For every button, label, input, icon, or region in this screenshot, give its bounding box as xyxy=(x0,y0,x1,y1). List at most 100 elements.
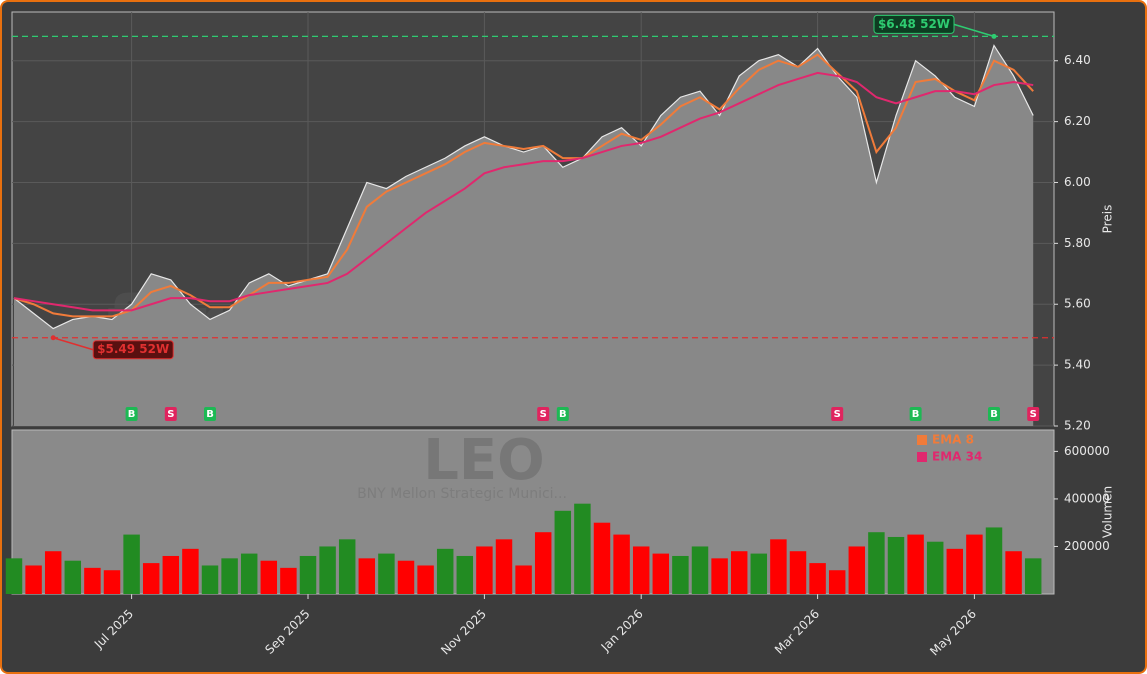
symbol-watermark: LEO xyxy=(423,428,545,493)
legend-label: EMA 8 xyxy=(932,433,974,447)
x-tick-label: Jul 2025 xyxy=(91,607,136,652)
volume-bar xyxy=(456,555,474,594)
legend-swatch xyxy=(917,452,927,462)
legend-label: EMA 34 xyxy=(932,450,982,464)
signal-label: B xyxy=(990,409,998,420)
volume-bar xyxy=(280,567,297,594)
legend-swatch xyxy=(917,435,927,445)
y-tick-label: 600000 xyxy=(1064,444,1110,458)
signal-label: B xyxy=(912,409,920,420)
volume-bar xyxy=(299,555,317,594)
volume-bar xyxy=(730,551,748,594)
level-point xyxy=(991,33,997,39)
signal-box xyxy=(537,407,550,421)
volume-bar xyxy=(260,560,278,594)
volume-bar xyxy=(25,565,42,594)
volume-bar xyxy=(515,565,532,594)
volume-bar xyxy=(809,563,826,594)
company-watermark: BNY Mellon Strategic Munici... xyxy=(357,486,567,502)
volume-bar xyxy=(221,558,238,594)
level-arrow xyxy=(52,337,94,351)
signal-box xyxy=(204,407,216,421)
volume-bar xyxy=(142,563,160,594)
volume-bar xyxy=(848,546,866,594)
signal-box xyxy=(831,407,844,421)
y-axis-label: Volumen xyxy=(1101,486,1115,538)
volume-bar xyxy=(358,558,376,594)
volume-bar xyxy=(828,570,846,594)
level-point xyxy=(50,335,56,341)
price-line xyxy=(13,44,1034,330)
y-tick-label: 5.20 xyxy=(1064,419,1091,433)
volume-bar xyxy=(691,546,709,594)
volume-bar xyxy=(534,532,552,594)
level-label-box xyxy=(873,14,955,34)
volume-bar xyxy=(652,553,670,594)
volume-bar xyxy=(44,551,62,594)
volume-bar xyxy=(966,534,983,594)
y-tick-label: 200000 xyxy=(1064,539,1110,553)
volume-bar xyxy=(476,546,493,594)
volume-bar xyxy=(103,570,121,594)
signal-box xyxy=(125,407,138,421)
signal-label: S xyxy=(834,409,841,420)
volume-bar xyxy=(574,503,591,594)
volume-bar xyxy=(926,541,944,594)
y-tick-label: 5.80 xyxy=(1064,236,1091,250)
signal-label: B xyxy=(206,409,214,420)
y-tick-label: 5.40 xyxy=(1064,358,1091,372)
ema-line xyxy=(13,71,1034,312)
volume-bar xyxy=(64,560,82,594)
volume-bar xyxy=(397,560,415,594)
volume-bar xyxy=(711,558,728,594)
volume-bar xyxy=(770,539,787,594)
volume-bar xyxy=(319,546,336,594)
ema-line xyxy=(13,53,1034,318)
y-tick-label: 6.40 xyxy=(1064,53,1091,67)
signal-label: S xyxy=(540,409,547,420)
volume-bar xyxy=(338,539,356,594)
volume-bar xyxy=(201,565,219,594)
volume-bar xyxy=(123,534,140,594)
volume-bar xyxy=(946,548,964,594)
y-tick-label: 6.00 xyxy=(1064,175,1091,189)
signal-label: S xyxy=(1030,409,1037,420)
signal-label: B xyxy=(559,409,567,420)
volume-bar xyxy=(887,536,905,594)
signal-box xyxy=(988,407,1000,421)
volume-bar xyxy=(495,539,513,594)
volume-bar xyxy=(162,555,180,594)
volume-bar xyxy=(554,510,572,594)
x-tick-label: Nov 2025 xyxy=(438,607,489,658)
y-axis-label: Preis xyxy=(1101,205,1115,234)
price-area xyxy=(14,45,1034,427)
signal-label: S xyxy=(167,409,174,420)
volume-bar xyxy=(1005,551,1022,594)
level-label-box xyxy=(92,340,174,360)
volume-bar xyxy=(378,553,395,594)
level-label: $6.48 52W xyxy=(878,17,950,31)
signal-box xyxy=(1027,407,1040,421)
volume-bar xyxy=(868,532,885,594)
volume-bar xyxy=(672,555,689,594)
volume-bar xyxy=(417,565,434,594)
volume-bar xyxy=(1024,558,1042,594)
volume-bar xyxy=(436,548,454,594)
x-tick-label: May 2026 xyxy=(927,607,979,659)
signal-box xyxy=(164,407,177,421)
x-tick-label: Jan 2026 xyxy=(598,607,646,655)
y-tick-label: 5.60 xyxy=(1064,297,1091,311)
volume-bar xyxy=(84,567,101,594)
level-label: $5.49 52W xyxy=(97,342,169,356)
signal-label: B xyxy=(128,409,136,420)
signal-box xyxy=(909,407,922,421)
volume-bar xyxy=(750,553,768,594)
volume-bar xyxy=(5,558,23,594)
volume-bar xyxy=(789,551,807,594)
volume-bar xyxy=(985,527,1003,594)
level-arrow xyxy=(953,23,995,38)
volume-bar xyxy=(907,534,924,594)
volume-bar xyxy=(613,534,630,594)
